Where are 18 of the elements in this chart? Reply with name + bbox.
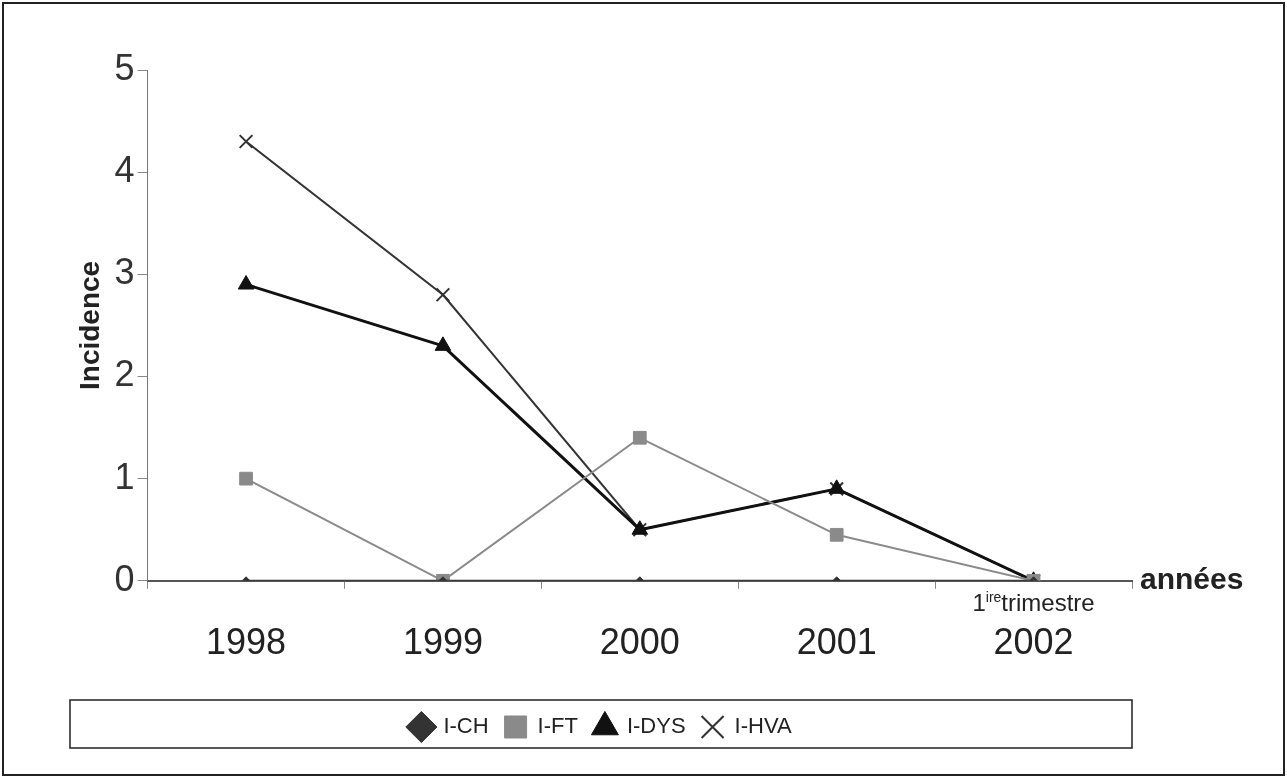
x-axis-title: années <box>1140 562 1244 596</box>
x-tick-label: 2000 <box>599 621 680 663</box>
y-tick-label: 0 <box>114 557 135 599</box>
legend-label: I-HVA <box>734 713 792 739</box>
legend-label: I-CH <box>443 713 489 739</box>
y-tick-label: 5 <box>114 46 135 88</box>
legend-label: I-DYS <box>626 713 686 739</box>
x-tick-label: 2001 <box>796 621 877 663</box>
y-axis-title: Incidence <box>73 260 105 390</box>
text: 1$^{ire}$trimestre <box>972 588 1095 617</box>
x-tick-label: 1999 <box>402 621 483 663</box>
y-tick-label: 2 <box>114 353 135 395</box>
x-tick-label: 2002 <box>993 621 1074 663</box>
legend-label: I-FT <box>537 713 578 739</box>
y-tick-label: 1 <box>114 455 135 497</box>
x-tick-label: 1998 <box>206 621 287 663</box>
y-tick-label: 3 <box>114 251 135 293</box>
y-tick-label: 4 <box>114 149 135 191</box>
